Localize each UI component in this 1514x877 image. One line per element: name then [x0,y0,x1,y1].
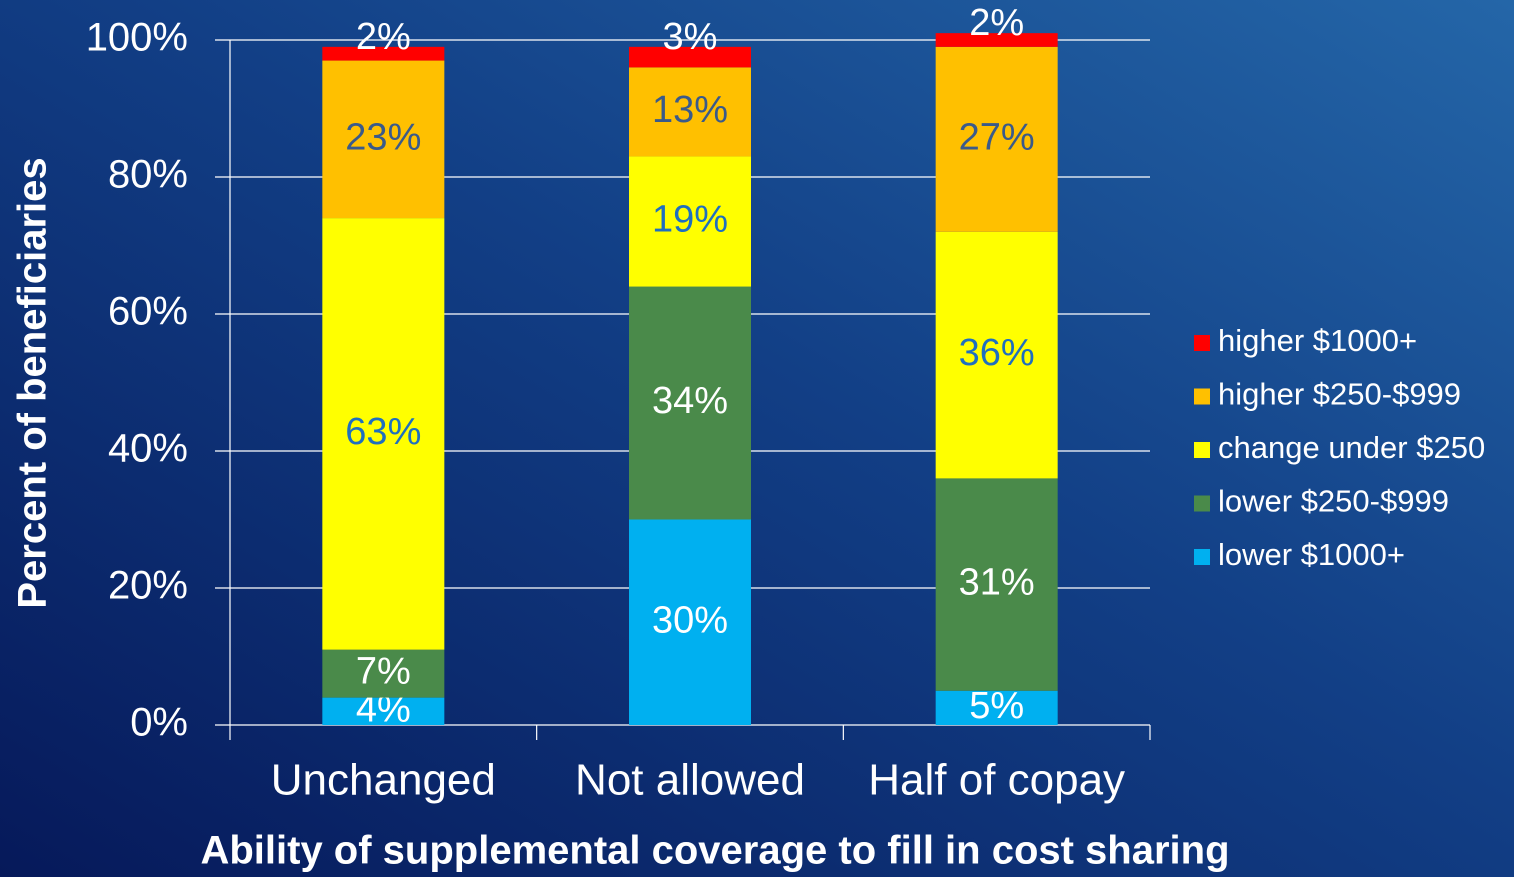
bar-segment [322,218,445,650]
legend-swatch [1194,495,1210,512]
data-label: 30% [652,599,728,641]
legend-swatch [1194,549,1210,565]
x-tick-label: Not allowed [575,756,805,805]
bar-segment [629,286,751,520]
bar-segment [629,519,751,725]
bar-segment [322,697,445,725]
data-label: 36% [959,332,1035,374]
y-tick-label: 100% [86,16,188,60]
data-label: 2% [356,16,411,58]
bar-segment [322,60,445,219]
legend-label: change under $250 [1218,430,1485,465]
data-label: 23% [345,116,421,158]
y-tick-label: 60% [108,290,188,334]
bar-segment [935,690,1058,725]
x-axis-title: Ability of supplemental coverage to fill… [200,829,1229,873]
data-label: 3% [663,16,718,58]
bar-segment [322,649,445,698]
bar-segment [629,67,751,157]
legend-swatch [1194,442,1210,458]
data-label: 34% [652,380,728,422]
y-axis-title: Percent of beneficiaries [11,157,55,608]
bar-segment [935,46,1058,232]
bar-segment [935,33,1058,47]
legend-label: lower $1000+ [1218,537,1405,572]
data-label: 19% [652,199,728,241]
data-label: 63% [345,411,421,453]
y-tick-label: 0% [130,701,188,745]
legend-swatch [1194,335,1210,351]
legend-label: lower $250-$999 [1218,484,1449,519]
y-tick-label: 40% [108,427,188,471]
data-label: 13% [652,89,728,131]
y-tick-label: 20% [108,564,188,608]
x-tick-label: Half of copay [868,756,1125,805]
legend-label: higher $1000+ [1218,323,1417,358]
bar-segment [935,231,1058,479]
legend-label: higher $250-$999 [1218,377,1461,412]
legend-swatch [1194,388,1210,405]
data-label: 31% [959,562,1035,604]
bar-segment [629,46,751,68]
x-tick-label: Unchanged [271,756,496,805]
data-label: 7% [356,651,411,693]
y-tick-label: 80% [108,153,188,197]
bar-segment [935,478,1058,691]
bar-segment [322,46,445,61]
bar-segment [629,156,751,287]
data-label: 5% [969,685,1024,727]
data-label: 2% [969,2,1024,44]
data-label: 27% [959,116,1035,158]
